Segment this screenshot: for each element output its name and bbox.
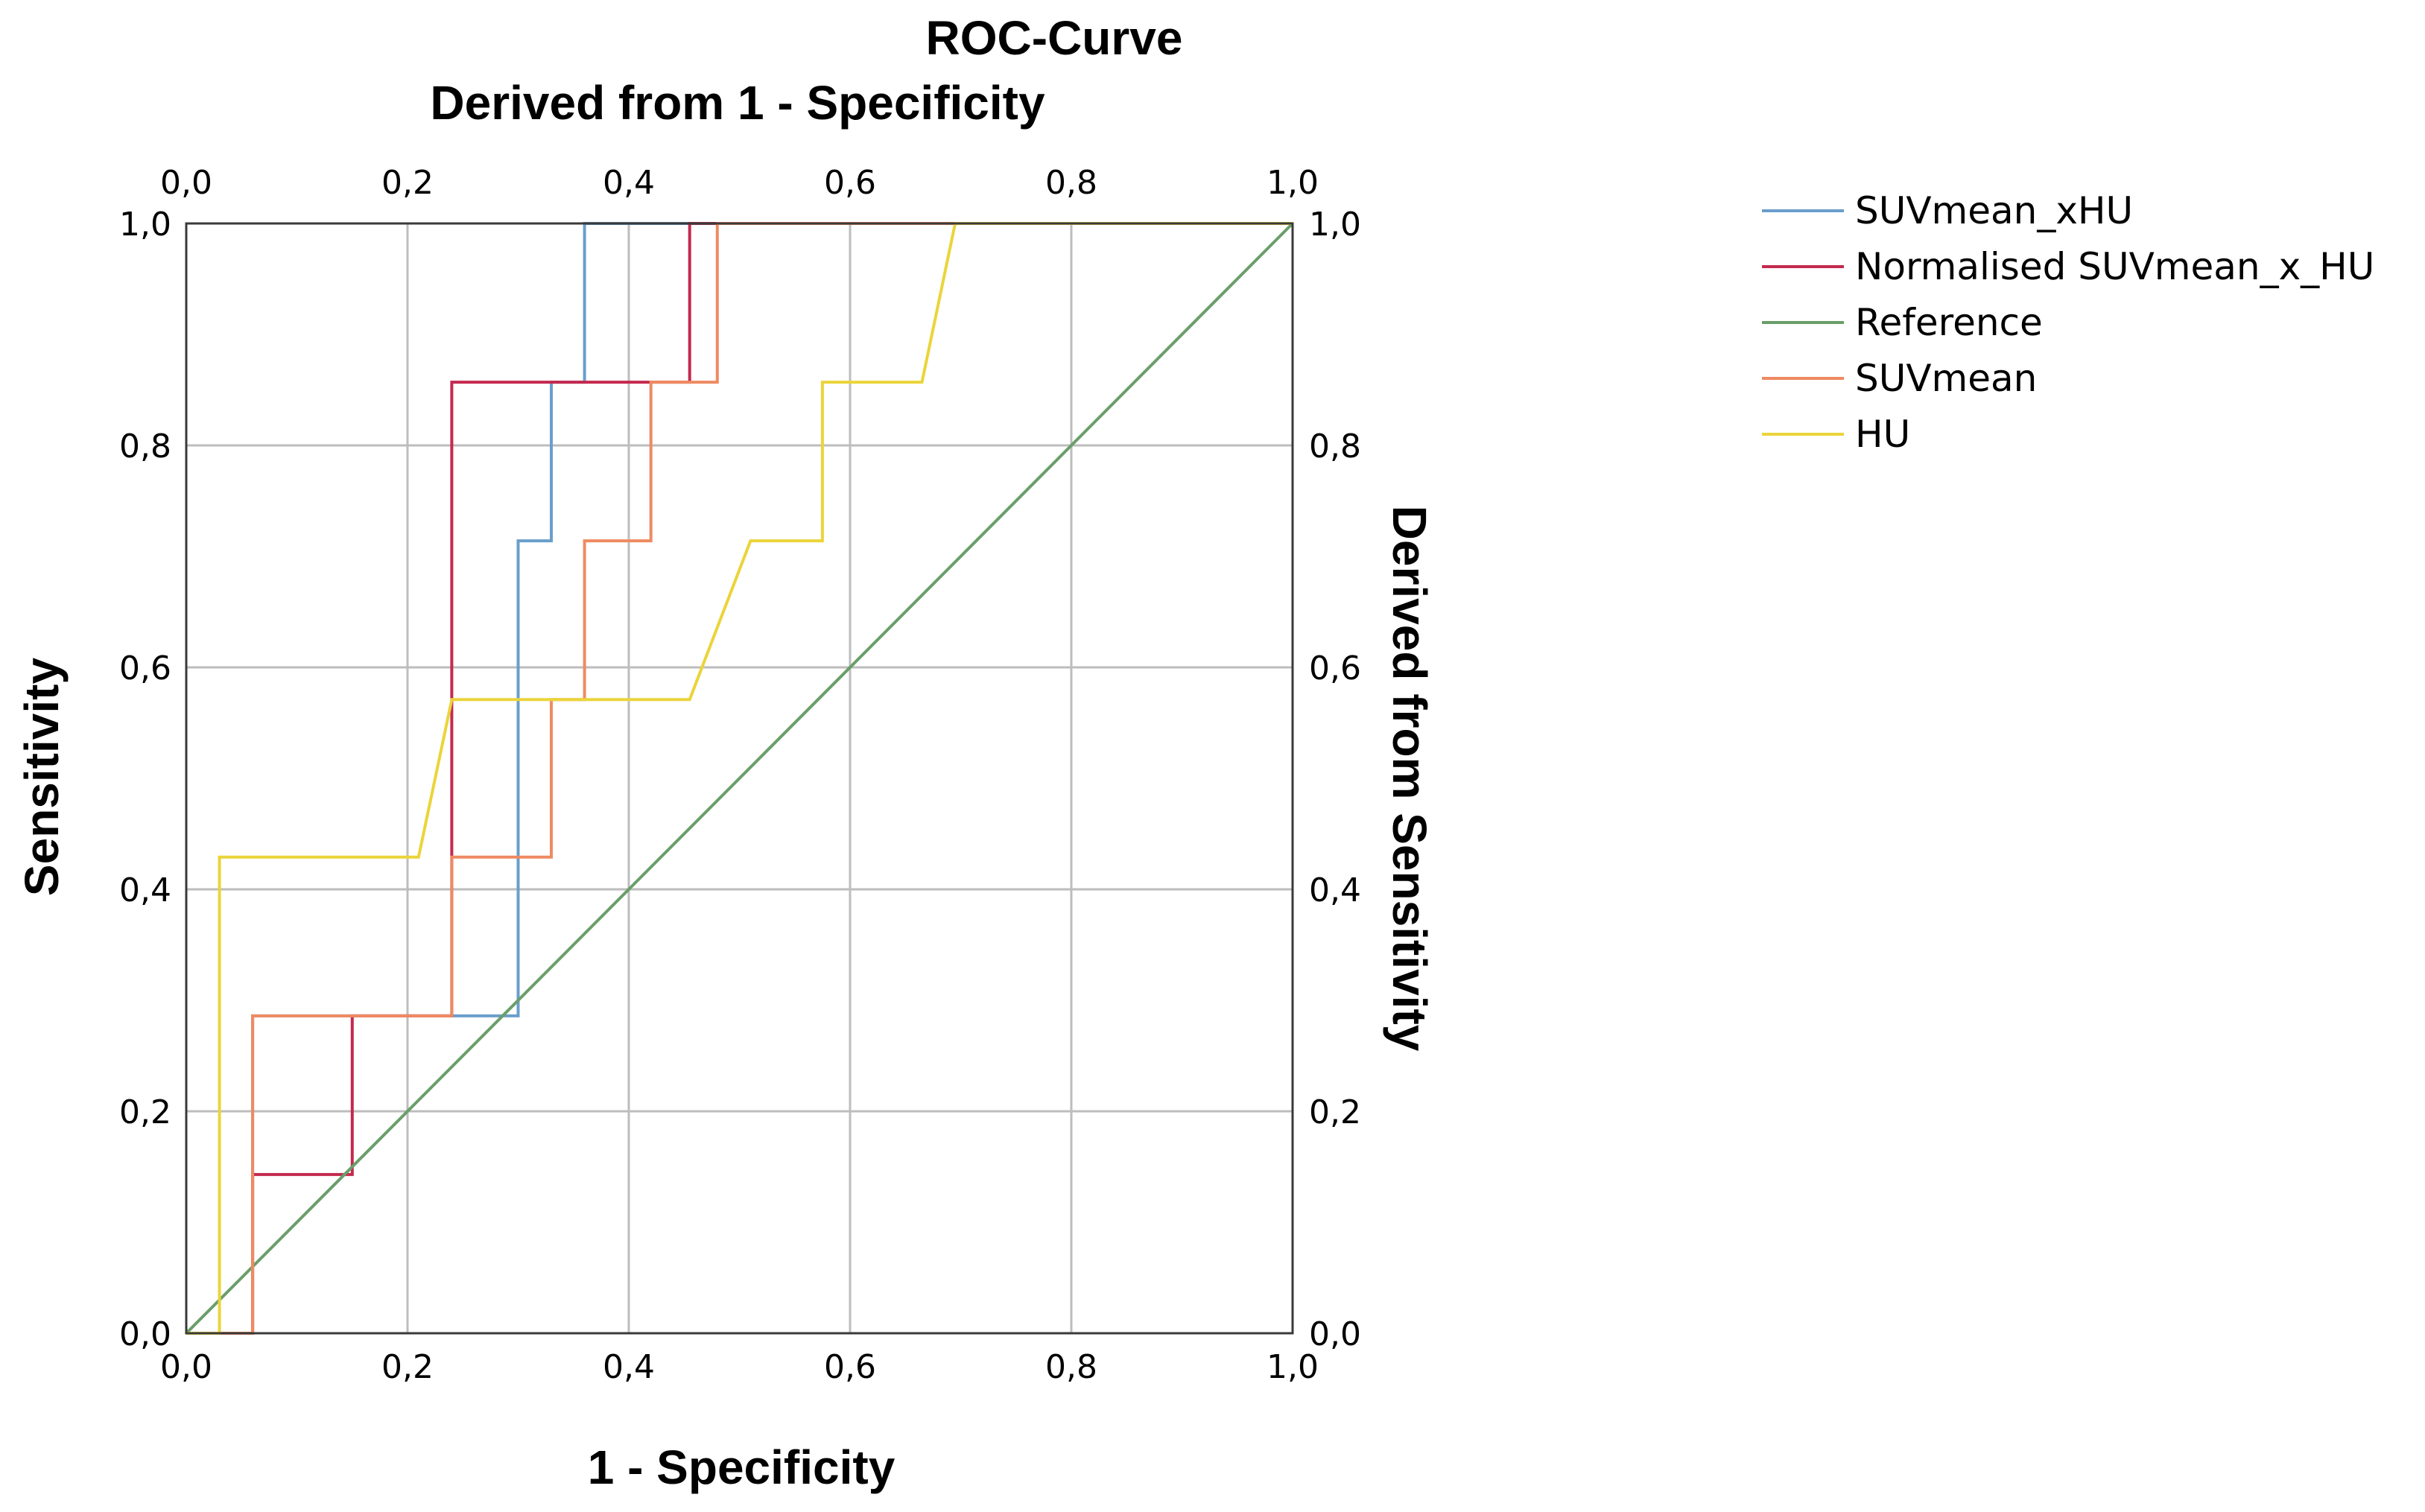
series-lines: [185, 222, 1294, 1335]
legend-label: SUVmean: [1855, 357, 2037, 400]
y-tick-label-right: 0,0: [1309, 1315, 1361, 1353]
x-tick-label-top: 0,2: [381, 164, 434, 202]
legend: SUVmean_xHU Normalised SUVmean_x_HU Refere…: [1762, 189, 2374, 456]
x-tick-label-top: 0,8: [1045, 164, 1097, 202]
x-tick-label-bottom: 0,0: [160, 1348, 212, 1386]
x-tick-label-bottom: 0,4: [603, 1348, 655, 1386]
x-tick-label-top: 0,0: [160, 164, 212, 202]
y-tick-label-right: 0,2: [1309, 1093, 1361, 1131]
x-tick-label-bottom: 0,2: [381, 1348, 434, 1386]
x-tick-label-bottom: 0,6: [824, 1348, 876, 1386]
legend-label: Normalised SUVmean_x_HU: [1855, 245, 2374, 288]
x-axis-title: 1 - Specificity: [588, 1440, 895, 1494]
y-tick-label-left: 0,6: [119, 649, 171, 687]
y-tick-label-left: 1,0: [119, 206, 171, 244]
y-tick-label-right: 0,8: [1309, 428, 1361, 466]
y-tick-label-right: 0,4: [1309, 871, 1361, 909]
y-tick-label-left: 0,4: [119, 871, 171, 909]
y-tick-label-left: 0,8: [119, 428, 171, 466]
y-tick-label-right: 0,6: [1309, 649, 1361, 687]
top-axis-title: Derived from 1 - Specificity: [430, 76, 1045, 130]
y-tick-label-right: 1,0: [1309, 206, 1361, 244]
x-tick-label-top: 1,0: [1267, 164, 1319, 202]
grid: [186, 223, 1293, 1333]
legend-label: HU: [1855, 413, 1910, 456]
y-axis-title: Sensitivity: [15, 658, 69, 897]
x-tick-label-top: 0,6: [824, 164, 876, 202]
chart-title: ROC-Curve: [926, 11, 1183, 65]
x-tick-label-top: 0,4: [603, 164, 655, 202]
y-tick-label-left: 0,2: [119, 1093, 171, 1131]
x-tick-label-bottom: 1,0: [1267, 1348, 1319, 1386]
plot-frame: [185, 222, 1294, 1335]
right-axis-title: Derived from Sensitivity: [1383, 506, 1436, 1052]
tick-labels: 0,00,00,0 0,00,20,20,2 0,20,40,40,4 0,40,60…: [119, 164, 1361, 1386]
x-tick-label-bottom: 0,8: [1045, 1348, 1097, 1386]
legend-label: SUVmean_xHU: [1855, 189, 2133, 232]
series-line-reference: [185, 222, 1294, 1335]
y-tick-label-left: 0,0: [119, 1315, 171, 1353]
legend-label: Reference: [1855, 301, 2043, 344]
series-line-hu: [186, 222, 1293, 1335]
